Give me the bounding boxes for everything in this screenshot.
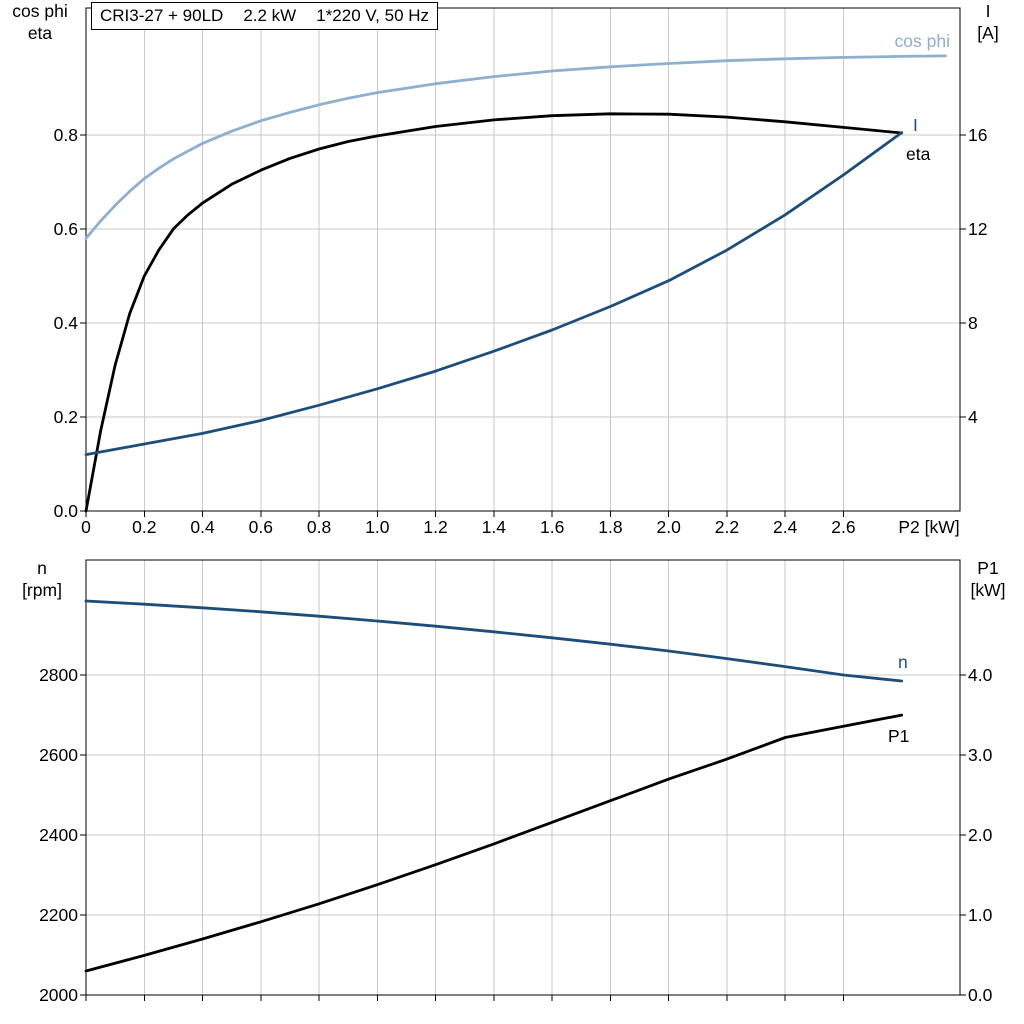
y-left-axis-title: [rpm] — [22, 580, 62, 600]
y-right-axis-title: I — [986, 1, 991, 21]
y-right-tick-label: 0.0 — [968, 985, 993, 1005]
y-right-tick-label: 2.0 — [968, 825, 993, 845]
x-axis-tick-label: 0.2 — [132, 517, 156, 537]
x-axis-tick-label: 0.8 — [307, 517, 331, 537]
y-right-tick-label: 12 — [968, 219, 987, 239]
x-axis-tick-label: 1.4 — [482, 517, 507, 537]
y-right-axis-title: [A] — [977, 23, 998, 43]
y-right-tick-label: 8 — [968, 313, 978, 333]
x-axis-tick-label: 2.4 — [773, 517, 798, 537]
eta-curve — [84, 112, 904, 513]
y-right-tick-label: 1.0 — [968, 905, 993, 925]
plot-frame — [85, 7, 961, 512]
input-power-curve — [84, 713, 904, 973]
eta-curve-label: eta — [906, 144, 931, 164]
y-right-tick-label: 4.0 — [968, 665, 993, 685]
cos-phi-curve-label: cos phi — [895, 31, 950, 51]
y-right-tick-label: 16 — [968, 125, 987, 145]
x-axis-tick-label: 1.8 — [598, 517, 622, 537]
y-left-tick-label: 2800 — [39, 665, 78, 685]
y-left-tick-label: 2200 — [39, 905, 78, 925]
current-curve-label: I — [913, 115, 918, 135]
speed-curve — [84, 599, 904, 683]
x-axis-tick-label: 0.6 — [249, 517, 273, 537]
pump-model-label: CRI3-27 + 90LD — [100, 6, 224, 25]
x-axis-tick-label: 1.6 — [540, 517, 564, 537]
y-left-tick-label: 0.4 — [54, 313, 79, 333]
speed-curve-label: n — [898, 652, 908, 672]
y-left-tick-label: 0.6 — [54, 219, 78, 239]
y-left-tick-label: 2400 — [39, 825, 78, 845]
current-curve — [84, 131, 904, 456]
y-left-tick-label: 0.2 — [54, 407, 78, 427]
voltage-frequency-label: 1*220 V, 50 Hz — [316, 6, 430, 25]
y-right-axis-title: [kW] — [971, 580, 1006, 600]
x-axis-tick-label: 1.0 — [365, 517, 390, 537]
y-right-tick-label: 4 — [968, 407, 978, 427]
y-right-axis-title: P1 — [977, 558, 998, 578]
motor-power-label: 2.2 kW — [243, 6, 297, 25]
chart-title-box: CRI3-27 + 90LD 2.2 kW 1*220 V, 50 Hz — [91, 2, 439, 30]
y-left-tick-label: 0.0 — [54, 501, 79, 521]
x-axis-tick-label: 0 — [81, 517, 91, 537]
cos-phi-curve — [84, 54, 947, 240]
y-left-axis-title: eta — [28, 23, 53, 43]
y-right-tick-label: 3.0 — [968, 745, 993, 765]
y-left-axis-title: n — [37, 558, 47, 578]
y-left-axis-title: cos phi — [12, 1, 67, 21]
x-axis-tick-label: 2.2 — [715, 517, 739, 537]
x-axis-tick-label: 2.0 — [657, 517, 682, 537]
x-axis-tick-label: 1.2 — [423, 517, 447, 537]
x-axis-unit-label: P2 [kW] — [898, 517, 959, 537]
speed-power-chart: 200022002400260028000.01.02.03.04.0n[rpm… — [22, 558, 1005, 1005]
plot-frame — [85, 559, 961, 996]
x-axis-tick-label: 0.4 — [190, 517, 215, 537]
motor-electrical-chart: 0 0.2 0.4 0.6 0.8 1.0 1.2 1.4 1.6 1.8 2.0 2.2 2.4 2.6… — [12, 1, 998, 537]
y-left-tick-label: 0.8 — [54, 125, 78, 145]
input-power-curve-label: P1 — [888, 726, 909, 746]
y-left-tick-label: 2000 — [39, 985, 78, 1005]
y-left-tick-label: 2600 — [39, 745, 78, 765]
x-axis-tick-label: 2.6 — [831, 517, 855, 537]
